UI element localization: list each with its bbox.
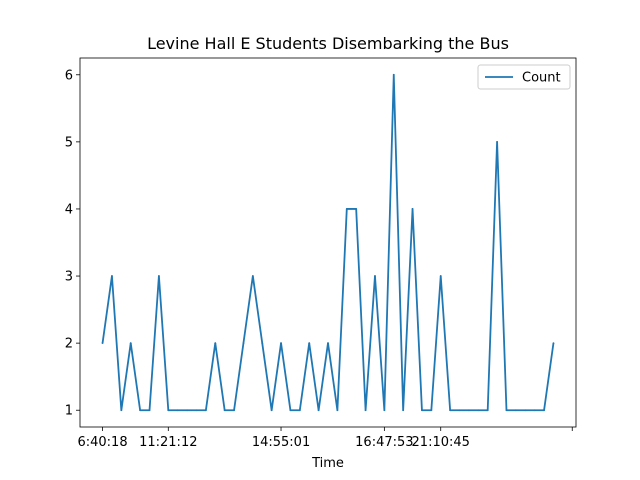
data-point (129, 342, 132, 345)
data-point (261, 342, 264, 345)
data-point (298, 409, 301, 412)
data-point (251, 275, 254, 277)
data-point (383, 409, 386, 412)
data-point (402, 409, 405, 412)
data-point (524, 409, 527, 412)
data-point (533, 409, 536, 412)
y-tick-label: 2 (65, 337, 73, 352)
data-point (317, 409, 320, 412)
data-point (345, 208, 348, 210)
data-point (111, 275, 113, 277)
data-point (176, 409, 179, 412)
chart-title: Levine Hall E Students Disembarking the … (147, 34, 509, 53)
data-point (280, 342, 282, 345)
data-point (468, 409, 470, 412)
data-point (439, 275, 442, 277)
y-tick-label: 3 (65, 270, 73, 285)
plot-frame (79, 57, 577, 428)
legend-label: Count (522, 71, 561, 86)
data-point (486, 409, 489, 412)
data-point (355, 208, 358, 210)
legend-box (477, 64, 571, 90)
data-point (496, 140, 498, 143)
data-point (477, 409, 480, 412)
legend: Count (477, 64, 571, 90)
data-point (308, 342, 311, 345)
data-point (552, 342, 555, 345)
x-tick-label: 6:40:18 (77, 435, 127, 450)
data-point (505, 409, 508, 412)
y-tick-label: 5 (65, 135, 73, 150)
x-axis-title: Time (311, 456, 344, 471)
series-layer (101, 73, 555, 412)
x-tick-label: 14:55:01 (252, 435, 310, 450)
data-point (167, 409, 170, 412)
data-point (186, 409, 188, 412)
y-tick-label: 6 (65, 68, 73, 83)
data-point (204, 409, 207, 412)
data-point (148, 409, 151, 412)
data-point (139, 409, 142, 412)
data-point (449, 409, 452, 412)
data-point (421, 409, 423, 412)
data-point (514, 409, 517, 412)
data-point (411, 208, 414, 210)
y-axis: 1 2 3 4 5 6 (65, 68, 80, 419)
data-point (242, 342, 245, 345)
y-tick-label: 4 (65, 202, 73, 217)
data-point (364, 409, 367, 412)
data-point (214, 342, 217, 345)
data-point (543, 409, 545, 412)
data-point (158, 275, 160, 277)
y-tick-label: 1 (65, 404, 73, 419)
data-point (430, 409, 433, 412)
x-tick-label: 16:47:53 (355, 435, 413, 450)
series-line (101, 73, 555, 412)
data-point (120, 409, 123, 412)
data-point (223, 409, 226, 412)
x-tick-label: 21:10:45 (412, 435, 470, 450)
plot-area (79, 57, 577, 428)
data-point (327, 342, 329, 345)
data-point (336, 409, 339, 412)
data-point (289, 409, 292, 412)
data-point (374, 275, 376, 277)
data-point (233, 409, 235, 412)
data-point (458, 409, 461, 412)
data-point (270, 409, 273, 412)
data-point (392, 73, 395, 76)
data-point (101, 342, 104, 345)
x-tick-label: 11:21:12 (139, 435, 197, 450)
data-point (195, 409, 198, 412)
